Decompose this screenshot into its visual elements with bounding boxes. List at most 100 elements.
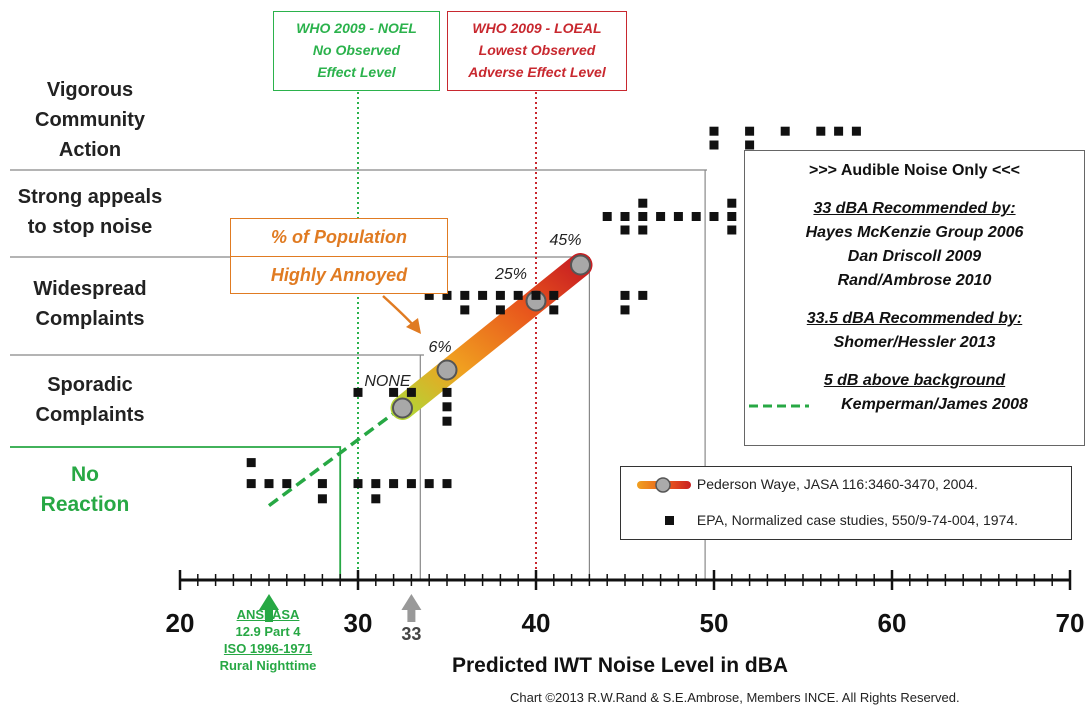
pederson-point (570, 254, 591, 276)
category-label-widespread: Widespread Complaints (33, 278, 147, 330)
epa-marker (851, 126, 861, 136)
group1-item: Hayes McKenzie Group 2006 (805, 224, 1024, 241)
epa-marker (282, 479, 292, 489)
kemperman-line (267, 405, 404, 508)
legend-item-epa: EPA, Normalized case studies, 550/9-74-0… (635, 509, 1018, 531)
group2-heading: 33.5 dBA Recommended by: (806, 310, 1023, 327)
ansi-line3: ISO 1996-1971 (223, 641, 313, 656)
epa-marker (638, 225, 648, 235)
epa-marker (406, 387, 416, 397)
who-loeal-line2: Lowest Observed (478, 42, 596, 58)
ansi-line1: ANSI-ASA (236, 607, 300, 622)
epa-marker (638, 290, 648, 300)
epa-marker (745, 126, 755, 136)
epa-marker (780, 126, 790, 136)
who-loeal-box: WHO 2009 - LOEAL Lowest Observed Adverse… (447, 11, 627, 91)
epa-marker (620, 212, 630, 221)
percent-population-box: % of Population Highly Annoyed (230, 218, 448, 294)
epa-marker (620, 290, 630, 300)
epa-marker (638, 212, 648, 221)
epa-marker (424, 290, 434, 300)
pederson-gradient-band (390, 253, 593, 420)
legend-item-pederson: Pederson Waye, JASA 116:3460-3470, 2004. (635, 473, 978, 495)
pederson-labels: NONE 6% 25% 45% (364, 232, 581, 390)
kemperman-dashed-line (267, 405, 404, 508)
legend: Pederson Waye, JASA 116:3460-3470, 2004.… (620, 466, 1072, 540)
epa-marker (460, 305, 470, 315)
who-noel-title: WHO 2009 - NOEL (296, 20, 417, 36)
epa-marker (727, 198, 737, 208)
epa-marker (673, 212, 683, 221)
category-label-no-reaction: No Reaction (40, 463, 130, 516)
epa-marker (478, 290, 488, 300)
x-tick-label: 20 (166, 608, 195, 638)
epa-marker (495, 290, 505, 300)
epa-marker (709, 212, 719, 221)
group1-item: Rand/Ambrose 2010 (837, 272, 992, 289)
pederson-point-label: 45% (549, 232, 581, 249)
axis-marker-label: 33 (401, 624, 421, 644)
epa-marker (531, 290, 541, 300)
gradient-band-legend-icon (637, 477, 691, 494)
epa-marker (442, 416, 452, 426)
epa-marker (620, 305, 630, 315)
epa-marker (638, 198, 648, 208)
who-loeal-title: WHO 2009 - LOEAL (472, 20, 602, 36)
who-noel-box: WHO 2009 - NOEL No Observed Effect Level (273, 11, 440, 91)
pederson-point (436, 359, 458, 381)
group3-heading: 5 dB above background (823, 372, 1006, 389)
epa-marker (371, 494, 381, 504)
x-tick-label: 30 (344, 608, 373, 638)
who-noel-line3: Effect Level (317, 64, 396, 80)
epa-marker (656, 212, 666, 221)
x-axis: 20 30 40 50 60 70 Predicted IWT Noise Level in… (166, 570, 1085, 677)
who-loeal-line3: Adverse Effect Level (468, 64, 606, 80)
epa-marker (495, 305, 505, 315)
epa-marker (709, 126, 719, 136)
percent-box-arrow (382, 295, 417, 329)
group3-item-text: Kemperman/James 2008 (841, 396, 1028, 413)
group1-heading: 33 dBA Recommended by: (813, 200, 1016, 217)
epa-marker (246, 479, 256, 489)
group2-item: Shomer/Hessler 2013 (833, 334, 996, 351)
epa-marker (389, 387, 399, 397)
epa-marker (317, 494, 327, 504)
square-marker-legend-icon (665, 516, 674, 526)
epa-marker (353, 387, 363, 397)
epa-marker (709, 140, 719, 150)
epa-marker (816, 126, 826, 136)
epa-marker (264, 479, 274, 489)
ansi-annotation: ANSI-ASA 12.9 Part 4 ISO 1996-1971 Rural… (198, 606, 338, 674)
epa-markers (246, 126, 861, 504)
x-tick-label: 40 (522, 608, 551, 638)
no-reaction-boundary-line (10, 446, 342, 580)
epa-marker (549, 305, 559, 315)
category-label-strong: Strong appeals to stop noise (17, 186, 163, 238)
x-tick-label: 50 (700, 608, 729, 638)
axis-marker-arrow (259, 594, 279, 622)
epa-marker (602, 212, 612, 221)
x-axis-title: Predicted IWT Noise Level in dBA (452, 654, 788, 677)
percent-population-line2: Highly Annoyed (270, 265, 408, 285)
group3-item: Kemperman/James 2008 (745, 393, 1084, 417)
pederson-point (392, 397, 413, 419)
ansi-line2: 12.9 Part 4 (235, 624, 301, 639)
epa-marker (353, 479, 363, 489)
epa-marker (424, 479, 434, 489)
epa-marker (691, 212, 701, 221)
reference-lines (357, 92, 537, 580)
epa-marker (727, 225, 737, 235)
percent-box-arrowhead (406, 318, 421, 334)
epa-marker (442, 290, 452, 300)
green-dashed-legend-icon (749, 404, 809, 408)
epa-marker (371, 479, 381, 489)
pederson-point-label: NONE (364, 373, 411, 390)
copyright-text: Chart ©2013 R.W.Rand & S.E.Ambrose, Memb… (510, 690, 960, 705)
group1-item: Dan Driscoll 2009 (847, 248, 982, 265)
epa-marker (406, 479, 416, 489)
axis-arrows: 33 (259, 594, 421, 644)
x-tick-label: 70 (1056, 608, 1085, 638)
percent-population-divider (231, 256, 447, 257)
epa-marker (460, 290, 470, 300)
